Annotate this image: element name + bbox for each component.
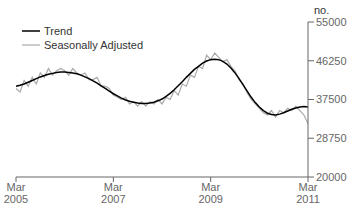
svg-text:28750: 28750 xyxy=(316,132,346,144)
svg-text:Mar2009: Mar2009 xyxy=(198,181,222,205)
svg-text:55000: 55000 xyxy=(316,16,346,28)
svg-text:Mar2007: Mar2007 xyxy=(101,181,125,205)
svg-text:20000: 20000 xyxy=(316,171,346,183)
html-text:Seasonally Adjusted: Seasonally Adjusted xyxy=(44,39,144,51)
svg-text:Mar2011: Mar2011 xyxy=(296,181,320,205)
svg-text:37500: 37500 xyxy=(316,93,346,105)
svg-text:46250: 46250 xyxy=(316,55,346,67)
svg-text:Mar2005: Mar2005 xyxy=(8,181,28,205)
html-text:Trend: Trend xyxy=(44,25,73,37)
html-text:no.: no. xyxy=(314,4,330,16)
